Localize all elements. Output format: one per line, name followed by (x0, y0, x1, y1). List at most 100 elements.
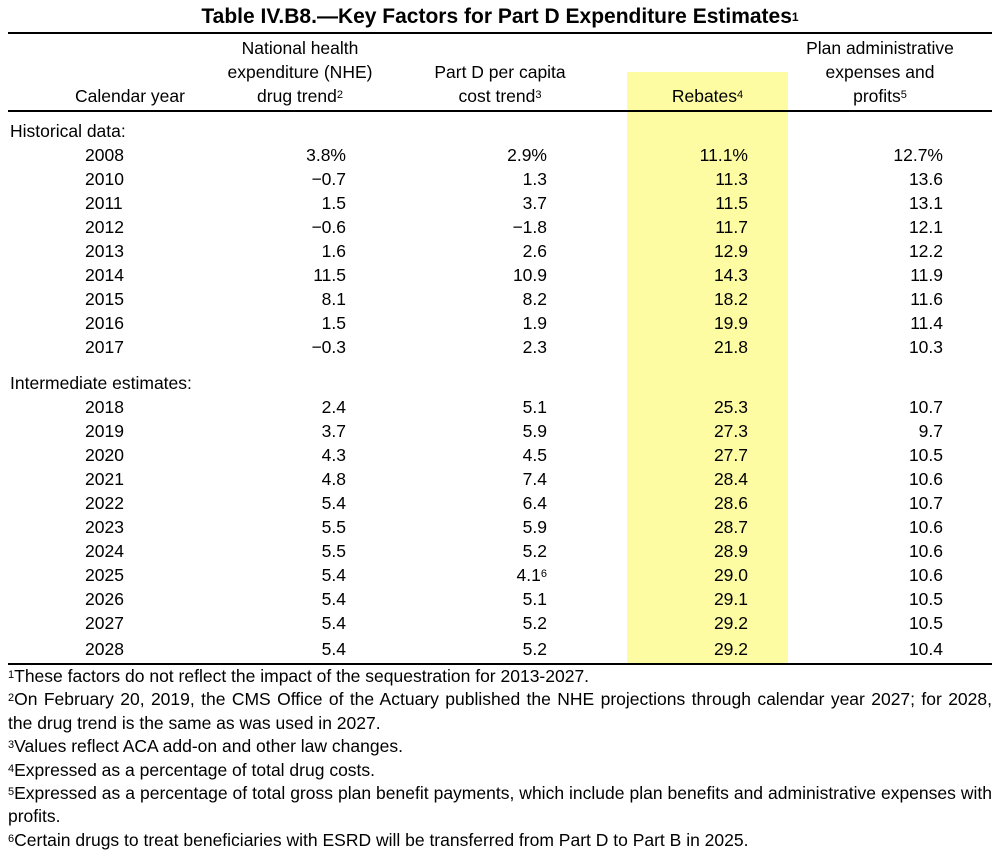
cell-partd-value: 4.1 (516, 565, 541, 585)
cell-year: 2013 (85, 241, 124, 261)
cell-year: 2008 (85, 145, 124, 165)
cell-year: 2012 (85, 217, 124, 237)
header-nhe: National health expenditure (NHE) drug t… (205, 36, 395, 108)
section-label-intermediate: Intermediate estimates: (10, 373, 192, 393)
cell-year: 2016 (85, 313, 124, 333)
table-row: 2017 −0.3 2.3 21.8 10.3 (0, 335, 1000, 359)
cell-year: 2021 (85, 469, 124, 489)
cell-year: 2017 (85, 337, 124, 357)
cell-nhe: 4.3 (321, 445, 346, 465)
header-rebates-footnote-mark: 4 (737, 89, 744, 101)
footnotes: 1These factors do not reflect the impact… (8, 665, 992, 852)
table-row: 2020 4.3 4.5 27.7 10.5 (0, 443, 1000, 467)
footnote-mark: 1 (8, 669, 15, 681)
cell-nhe: 5.5 (321, 541, 346, 561)
table-row: 2028 5.4 5.2 29.2 10.4 (0, 637, 1000, 661)
cell-admin: 10.7 (908, 493, 943, 513)
cell-admin: 10.6 (908, 541, 943, 561)
cell-rebates: 28.4 (713, 469, 748, 489)
footnote-mark: 2 (8, 692, 15, 705)
cell-rebates: 27.3 (713, 421, 748, 441)
header-nhe-line-3: drug trend (257, 86, 337, 106)
cell-rebates: 21.8 (713, 337, 748, 357)
cell-year: 2015 (85, 289, 124, 309)
cell-partd-footnote-mark: 6 (540, 568, 547, 580)
cell-year: 2025 (85, 565, 124, 585)
header-admin-line-1: Plan administrative (806, 38, 954, 58)
cell-rebates: 19.9 (713, 313, 748, 333)
cell-admin: 10.6 (908, 469, 943, 489)
rebates-column-highlight (627, 72, 788, 663)
table-row: 2022 5.4 6.4 28.6 10.7 (0, 491, 1000, 515)
cell-admin: 10.3 (908, 337, 943, 357)
cell-nhe: 3.8% (306, 145, 346, 165)
cell-admin: 12.1 (908, 217, 943, 237)
cell-rebates: 28.6 (713, 493, 748, 513)
cell-admin: 10.6 (908, 565, 943, 585)
footnote-2: 2On February 20, 2019, the CMS Office of… (8, 688, 992, 735)
cell-nhe: −0.6 (311, 217, 346, 237)
cell-partd: 2.9% (507, 145, 547, 165)
cell-partd: 4.16 (440, 563, 547, 587)
table-row: 2013 1.6 2.6 12.9 12.2 (0, 239, 1000, 263)
cell-rebates: 29.0 (713, 565, 748, 585)
header-admin-line-3: profits (853, 86, 901, 106)
table-row: 2019 3.7 5.9 27.3 9.7 (0, 419, 1000, 443)
cell-admin: 10.5 (908, 613, 943, 633)
cell-partd: 8.2 (522, 289, 547, 309)
cell-nhe: 11.5 (313, 265, 346, 285)
cell-partd: 1.9 (522, 313, 547, 333)
header-admin: Plan administrative expenses and profits… (790, 36, 970, 108)
footnote-text: On February 20, 2019, the CMS Office of … (8, 689, 992, 733)
cell-year: 2011 (85, 193, 123, 213)
cell-admin: 13.6 (908, 169, 943, 189)
cell-partd: 5.9 (522, 517, 547, 537)
header-admin-footnote-mark: 5 (900, 89, 907, 101)
cell-nhe: 5.5 (321, 517, 346, 537)
cell-year: 2022 (85, 493, 124, 513)
header-partd: Part D per capita cost trend3 (410, 60, 590, 108)
header-partd-line-1: Part D per capita (434, 62, 566, 82)
footnote-text: Expressed as a percentage of total drug … (14, 759, 376, 780)
table-row: 2024 5.5 5.2 28.9 10.6 (0, 539, 1000, 563)
cell-rebates: 27.7 (713, 445, 748, 465)
cell-year: 2014 (85, 265, 124, 285)
footnote-6: 6Certain drugs to treat beneficiaries wi… (8, 829, 992, 852)
footnote-mark: 6 (8, 832, 15, 845)
cell-year: 2024 (85, 541, 124, 561)
top-rule (8, 32, 992, 34)
cell-nhe: 5.4 (321, 639, 346, 659)
cell-nhe: 5.4 (321, 613, 346, 633)
table-title: Table IV.B8.—Key Factors for Part D Expe… (0, 4, 1000, 30)
cell-partd: 5.2 (522, 613, 547, 633)
cell-admin: 9.7 (918, 421, 943, 441)
cell-admin: 10.5 (908, 445, 943, 465)
cell-partd: 5.1 (522, 589, 547, 609)
cell-partd: 10.9 (512, 265, 547, 285)
cell-nhe: 1.6 (321, 241, 346, 261)
cell-nhe: 5.4 (321, 493, 346, 513)
cell-admin: 13.1 (908, 193, 943, 213)
cell-partd: 7.4 (522, 469, 547, 489)
cell-partd: 4.5 (522, 445, 547, 465)
cell-rebates: 29.1 (713, 589, 748, 609)
cell-nhe: 5.4 (321, 565, 346, 585)
cell-nhe: 2.4 (321, 397, 346, 417)
cell-partd: −1.8 (512, 217, 547, 237)
table-row: 2021 4.8 7.4 28.4 10.6 (0, 467, 1000, 491)
header-partd-line-2: cost trend (458, 86, 536, 106)
table-row: 2012 −0.6 −1.8 11.7 12.1 (0, 215, 1000, 239)
footnote-text: Expressed as a percentage of total gross… (8, 783, 992, 827)
footnote-5: 5Expressed as a percentage of total gros… (8, 782, 992, 829)
table-row: 2018 2.4 5.1 25.3 10.7 (0, 395, 1000, 419)
table-row: 2025 5.4 4.16 29.0 10.6 (0, 563, 1000, 587)
cell-rebates: 25.3 (713, 397, 748, 417)
header-admin-line-2: expenses and (825, 62, 935, 82)
header-rebates-line: Rebates (671, 86, 738, 106)
cell-year: 2020 (85, 445, 124, 465)
cell-year: 2023 (85, 517, 124, 537)
table-row: 2015 8.1 8.2 18.2 11.6 (0, 287, 1000, 311)
footnote-mark: 4 (8, 762, 15, 775)
header-calendar-year: Calendar year (40, 84, 220, 108)
